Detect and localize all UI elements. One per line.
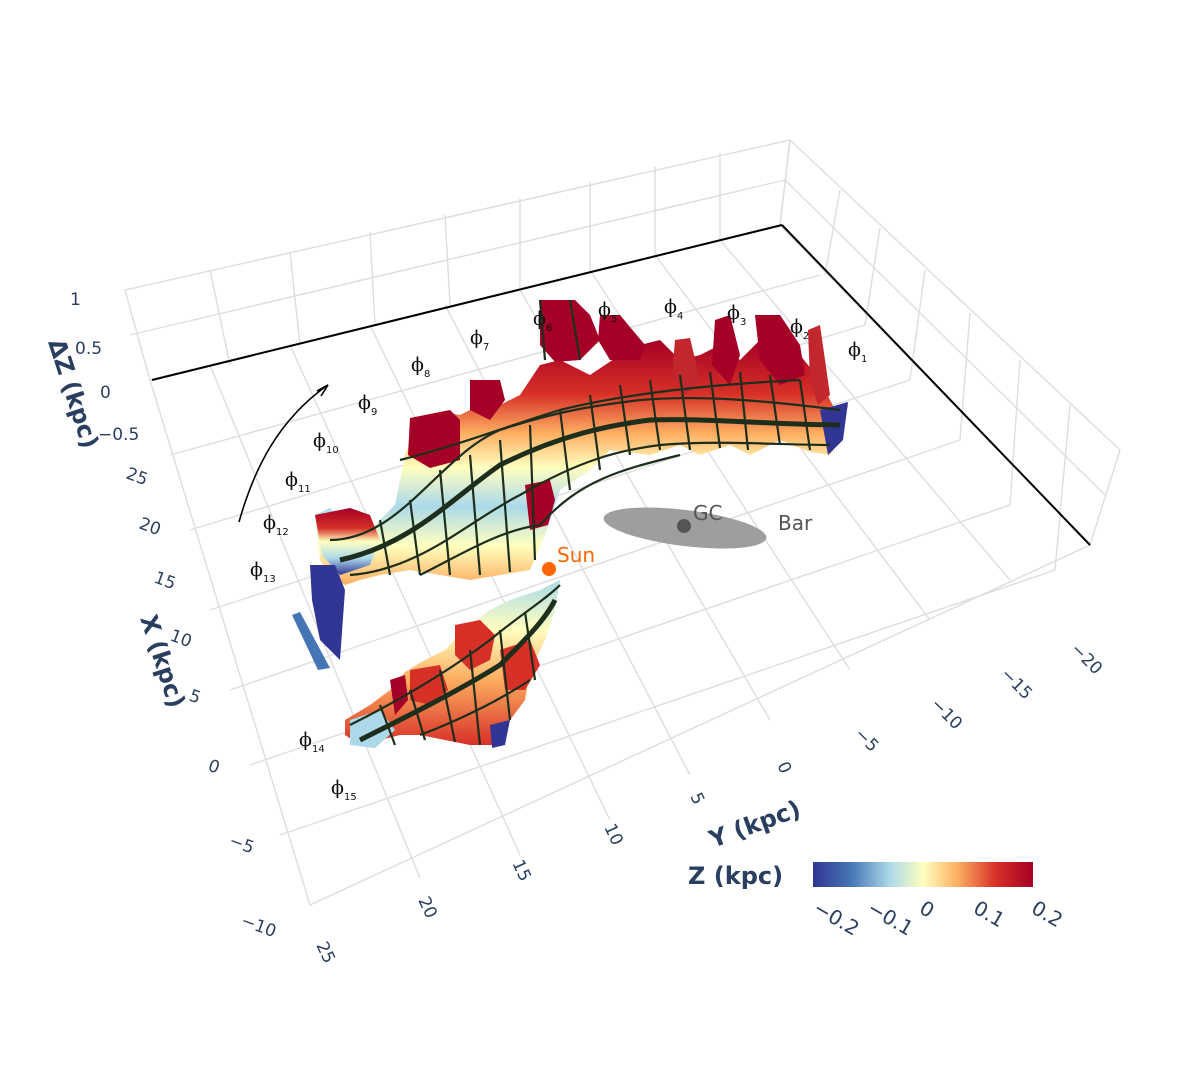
- x-tick: 15: [151, 568, 178, 594]
- y-tick: −20: [1066, 639, 1106, 679]
- colorbar-gradient: [813, 862, 1033, 887]
- x-tick: −10: [238, 911, 279, 942]
- x-tick: 0: [205, 756, 222, 778]
- y-tick: 10: [599, 821, 626, 849]
- phi-label: ϕ3: [727, 302, 746, 328]
- y-tick: 25: [311, 939, 338, 967]
- z-tick: 0.5: [75, 339, 102, 359]
- phi-labels: ϕ1 ϕ2 ϕ3 ϕ4 ϕ5 ϕ6 ϕ7 ϕ8 ϕ9 ϕ10 ϕ11 ϕ12 ϕ…: [250, 296, 867, 803]
- z-tick: −0.5: [98, 425, 139, 445]
- x-axis-title: X (kpc): [134, 611, 190, 711]
- phi-label: ϕ14: [299, 729, 325, 755]
- phi-label: ϕ15: [331, 777, 357, 803]
- warp-surface: [292, 299, 848, 748]
- x-tick: −5: [226, 831, 256, 858]
- x-axis: 25 20 15 10 5 0 −5 −10 X (kpc): [123, 464, 279, 942]
- z-tick: 1: [70, 290, 81, 310]
- side-wall-grid: [779, 138, 1121, 571]
- z-tick: 0: [100, 383, 111, 403]
- colorbar-tick: 0.2: [1028, 896, 1068, 933]
- colorbar-tick: −0.2: [810, 896, 864, 941]
- zero-plane-line-side: [781, 224, 1091, 546]
- bar-label: Bar: [778, 511, 813, 535]
- phi-label: ϕ5: [598, 299, 617, 325]
- y-tick: −5: [850, 724, 882, 756]
- phi-label: ϕ8: [411, 354, 430, 380]
- y-axis-title: Y (kpc): [705, 795, 805, 854]
- x-tick: 25: [123, 464, 150, 490]
- y-tick: 20: [413, 894, 440, 922]
- colorbar-tick: −0.1: [864, 896, 918, 941]
- colorbar-title: Z (kpc): [688, 862, 783, 890]
- phi-label: ϕ7: [470, 327, 489, 353]
- phi-label: ϕ9: [358, 392, 377, 418]
- gc-marker: [677, 519, 691, 533]
- y-tick: 0: [772, 759, 795, 777]
- colorbar-tick: 0: [916, 896, 939, 923]
- y-tick: 5: [685, 790, 708, 808]
- phi-label: ϕ4: [664, 296, 683, 322]
- phi-label: ϕ11: [285, 469, 311, 495]
- phi-label: ϕ12: [263, 512, 289, 538]
- phi-label: ϕ6: [533, 308, 552, 334]
- gc-label: GC: [693, 501, 722, 525]
- rotation-arrow: [238, 384, 329, 523]
- y-tick: −15: [996, 664, 1036, 704]
- phi-label: ϕ10: [313, 430, 339, 456]
- zero-plane-line-back: [151, 224, 783, 381]
- phi-label: ϕ13: [250, 559, 276, 585]
- colorbar: Z (kpc) −0.2 −0.1 0 0.1 0.2: [688, 862, 1067, 941]
- y-tick: 15: [507, 857, 534, 885]
- z-axis: 1 0.5 0 −0.5 ΔZ (kpc): [42, 290, 139, 452]
- colorbar-tick: 0.1: [970, 896, 1010, 933]
- x-tick: 20: [136, 514, 163, 540]
- sun-marker: [542, 562, 556, 576]
- phi-label: ϕ2: [790, 316, 809, 342]
- phi-label: ϕ1: [848, 339, 867, 365]
- y-tick: −10: [926, 694, 966, 734]
- sun-label: Sun: [557, 543, 595, 567]
